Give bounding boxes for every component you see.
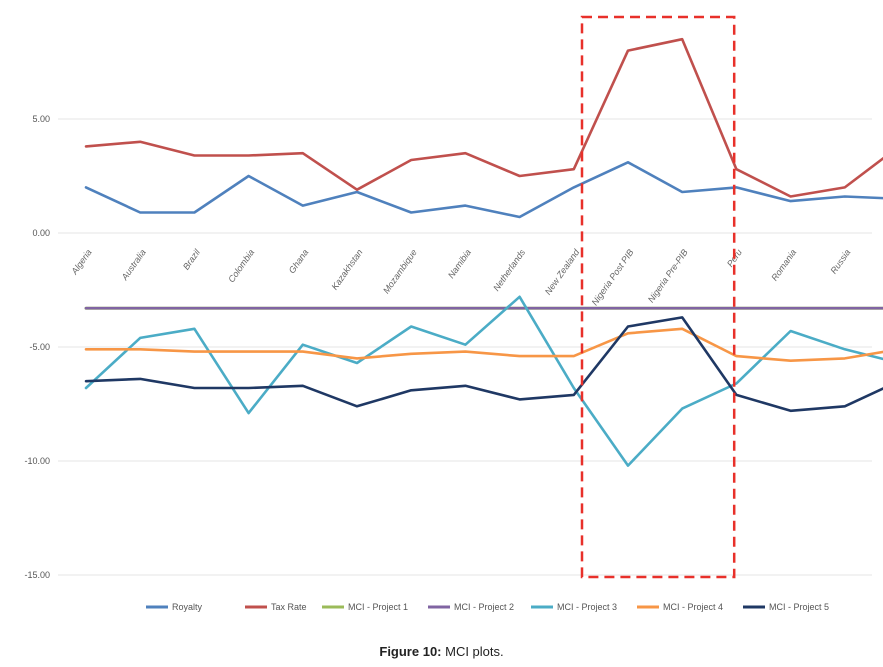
- highlight-rectangle: [580, 15, 736, 579]
- series-line-royalty: [84, 161, 883, 219]
- legend-entry: MCI - Project 3: [557, 602, 617, 612]
- legend-entry: MCI - Project 1: [348, 602, 408, 612]
- figure-caption: Figure 10: MCI plots.: [0, 644, 883, 659]
- x-category-label: Netherlands: [491, 247, 527, 293]
- y-tick-label: -10.00: [24, 456, 50, 466]
- x-category-label: Nigeria Pre-PIB: [646, 247, 690, 304]
- y-axis-tick-labels: 5.00 0.00 -5.00 -10.00 -15.00: [24, 114, 50, 580]
- caption-text: MCI plots.: [441, 644, 504, 659]
- legend-entry: MCI - Project 4: [663, 602, 723, 612]
- series-line-tax-rate: [84, 37, 883, 198]
- mci-line-chart: 5.00 0.00 -5.00 -10.00 -15.00 Algeria Austral…: [24, 15, 883, 612]
- y-tick-label: 5.00: [32, 114, 50, 124]
- x-category-label: Algeria: [69, 247, 94, 277]
- x-category-label: Colombia: [226, 247, 256, 284]
- caption-label: Figure 10:: [379, 644, 442, 659]
- highlight-box: [580, 15, 736, 579]
- legend-entry: MCI - Project 5: [769, 602, 829, 612]
- legend-entry: Tax Rate: [271, 602, 307, 612]
- x-category-label: New Zealand: [543, 247, 582, 297]
- x-category-label: Australia: [119, 247, 148, 282]
- x-category-label: Namibia: [446, 247, 473, 280]
- x-category-label: Nigeria Post PIB: [590, 247, 636, 307]
- x-category-label: Romania: [769, 247, 798, 282]
- legend-entry: MCI - Project 2: [454, 602, 514, 612]
- series-lines: [84, 37, 883, 467]
- x-category-label: Brazil: [181, 247, 203, 272]
- legend-entry: Royalty: [172, 602, 203, 612]
- x-category-label: Mozambique: [381, 247, 419, 295]
- series-line-mci-project-4: [84, 327, 883, 363]
- series-line-mci-project-3: [84, 295, 883, 467]
- series-line-mci-project-5: [84, 316, 883, 413]
- gridlines: [58, 118, 872, 576]
- x-category-label: Ghana: [287, 247, 311, 275]
- y-tick-label: 0.00: [32, 228, 50, 238]
- y-tick-label: -5.00: [29, 342, 50, 352]
- legend: Royalty Tax Rate MCI - Project 1 MCI - Proj…: [146, 602, 829, 612]
- x-category-label: Russia: [828, 247, 852, 275]
- y-tick-label: -15.00: [24, 570, 50, 580]
- x-category-label: Kazakhstan: [329, 247, 364, 291]
